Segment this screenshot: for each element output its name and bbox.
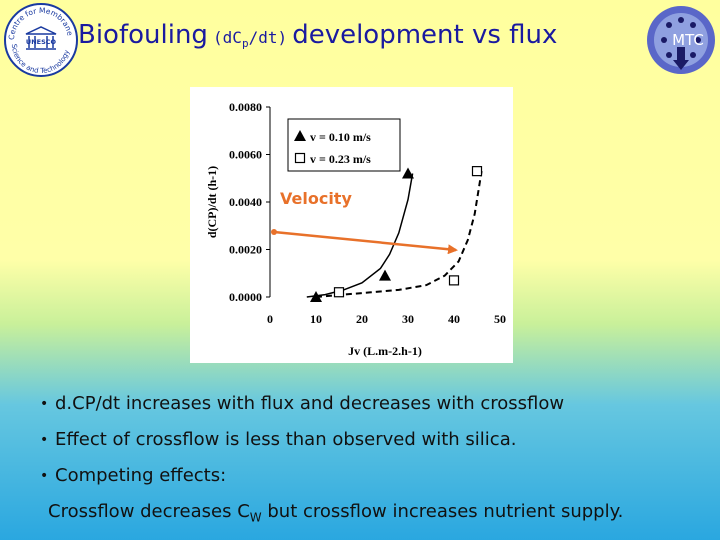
bullet-item: • d.CP/dt increases with flux and decreas… <box>40 393 564 414</box>
bullet-text: Effect of crossflow is less than observe… <box>55 429 517 450</box>
fouling-rate-chart: 0.0000 0.0020 0.0040 0.0060 0.0080 0 10 20 30 40 5… <box>205 100 506 358</box>
bullet-dot-icon: • <box>40 432 49 448</box>
title-part-2-suffix: /dt) <box>248 28 288 47</box>
data-point-triangle <box>310 291 322 302</box>
data-point-square <box>448 275 460 286</box>
bullet-dot-icon: • <box>40 468 49 484</box>
title-part-2-sub: p <box>241 37 249 51</box>
legend-label: v = 0.10 m/s <box>310 130 371 144</box>
velocity-arrow <box>273 230 458 255</box>
fit-curve-fast <box>315 170 483 298</box>
legend-box <box>287 118 401 172</box>
y-axis-title: d(CP)/dt (h-1) <box>205 166 219 238</box>
x-tick-label: 50 <box>494 312 506 326</box>
x-tick-label: 0 <box>267 312 273 326</box>
legend-label: v = 0.23 m/s <box>310 152 371 166</box>
velocity-label: Velocity <box>280 189 352 208</box>
data-point-triangle <box>402 167 414 179</box>
y-tick-label: 0.0000 <box>229 290 262 304</box>
logo-center-text: UNESCO <box>26 38 57 46</box>
x-tick-label: 10 <box>310 312 322 326</box>
legend-triangle-icon <box>294 130 306 141</box>
legend-square-icon <box>294 152 306 164</box>
bullet-item: • Effect of crossflow is less than observ… <box>40 429 516 450</box>
data-point-triangle <box>379 269 391 281</box>
fit-curve-slow <box>306 173 414 298</box>
y-tick-label: 0.0060 <box>229 148 262 162</box>
note-part-2: but crossflow increases nutrient supply. <box>261 501 624 522</box>
y-tick-label: 0.0080 <box>229 100 262 114</box>
bullet-item: • Competing effects: <box>40 465 226 486</box>
competing-effects-note: Crossflow decreases CW but crossflow inc… <box>48 501 623 525</box>
title-part-2-prefix: (dC <box>213 28 242 47</box>
bullet-dot-icon: • <box>40 396 49 412</box>
slide-title: Biofouling (dCp/dt) development vs flux <box>78 20 648 60</box>
bullet-text: d.CP/dt increases with flux and decrease… <box>55 393 565 414</box>
data-point-square <box>471 166 483 177</box>
title-part-3: development vs flux <box>292 20 558 50</box>
x-tick-label: 40 <box>448 312 460 326</box>
title-part-2: (dCp/dt) <box>213 28 288 51</box>
bullet-text: Competing effects: <box>55 465 227 486</box>
y-tick-label: 0.0040 <box>229 195 262 209</box>
x-axis-title: Jv (L.m-2.h-1) <box>348 344 422 358</box>
x-tick-label: 30 <box>402 312 414 326</box>
chart-panel: 0.0000 0.0020 0.0040 0.0060 0.0080 0 10 20 30 40 5… <box>190 87 513 363</box>
y-tick-label: 0.0020 <box>229 243 262 257</box>
note-part-1: Crossflow decreases C <box>48 501 250 522</box>
data-point-square <box>333 287 345 298</box>
temple-icon <box>25 26 57 50</box>
velocity-arrow-origin <box>271 229 277 235</box>
membrane-pattern-icon <box>661 17 701 70</box>
title-part-1: Biofouling <box>78 20 208 50</box>
logo-mtc-text: MTC <box>672 31 704 49</box>
x-tick-label: 20 <box>356 312 368 326</box>
mtc-logo: MTC <box>644 0 718 80</box>
cmst-logo: Centre for Membrane Science and Technolo… <box>2 0 80 80</box>
note-subscript: W <box>249 510 262 525</box>
